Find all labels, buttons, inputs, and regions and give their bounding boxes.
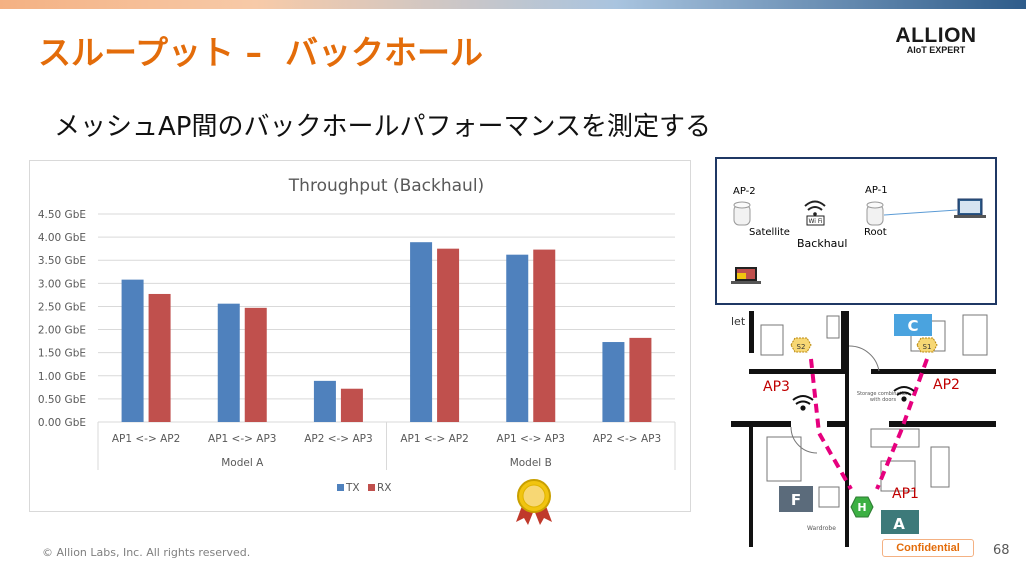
wifi-icon: Wi Fi [804, 200, 826, 226]
y-tick-label: 3.50 GbE [38, 255, 86, 267]
label-ap2: AP2 [933, 377, 960, 393]
y-tick-label: 0.00 GbE [38, 417, 86, 429]
x-tick-label: AP1 <-> AP3 [497, 433, 565, 445]
floor-plan: let C F A Storage combination with doors… [731, 311, 996, 547]
server-laptop-icon [954, 198, 986, 218]
satellite-label: Satellite [749, 227, 790, 238]
bar-tx [602, 342, 625, 422]
y-tick-label: 2.50 GbE [38, 301, 86, 313]
bar-rx [533, 249, 556, 422]
storage-note: Storage combination [857, 391, 909, 397]
svg-text:S2: S2 [797, 343, 806, 351]
root-router-icon [866, 201, 884, 226]
page-number: 68 [993, 543, 1010, 558]
bar-tx [410, 242, 433, 422]
y-tick-label: 4.50 GbE [38, 209, 86, 221]
bar-rx [437, 248, 460, 422]
label-ap3: AP3 [763, 379, 790, 395]
wifi-icon-right [893, 386, 915, 402]
y-tick-label: 4.00 GbE [38, 232, 86, 244]
satellite-router-icon [733, 201, 751, 226]
bar-rx [340, 388, 363, 422]
wifi-badge: Wi Fi [808, 218, 822, 225]
top-gradient-bar [0, 0, 1026, 9]
wifi-icon-left [792, 395, 814, 411]
y-tick-label: 1.50 GbE [38, 348, 86, 360]
ap1-label: AP-1 [865, 185, 888, 196]
y-tick-label: 2.00 GbE [38, 325, 86, 337]
svg-text:A: A [893, 515, 905, 533]
x-tick-label: AP2 <-> AP3 [593, 433, 661, 445]
bar-tx [217, 303, 240, 422]
client-laptop-icon [731, 267, 761, 284]
gold-medal-icon [516, 479, 552, 525]
allion-logo: ALLION AIoT EXPERT [886, 24, 986, 55]
node-s1: S1 [916, 337, 938, 353]
room-c-badge: C [894, 314, 932, 336]
bar-tx [313, 380, 336, 422]
path-ap2 [875, 358, 929, 490]
y-tick-label: 0.50 GbE [38, 394, 86, 406]
y-tick-label: 3.00 GbE [38, 278, 86, 290]
wardrobe-label: Wardrobe [807, 525, 836, 532]
floorplan-svg: let C F A Storage combination with doors… [731, 311, 996, 547]
node-h: H [850, 496, 874, 518]
legend-swatch-tx [337, 484, 344, 491]
logo-main-text: ALLION [895, 24, 977, 47]
svg-text:C: C [907, 317, 918, 335]
bar-tx [506, 254, 529, 422]
group-label: Model B [510, 457, 552, 469]
root-link-line [883, 209, 958, 216]
network-diagram: AP-2 Satellite Wi Fi Backhaul AP-1 Root [715, 157, 997, 305]
bar-rx [629, 337, 652, 422]
bar-tx [121, 279, 144, 422]
x-tick-label: AP1 <-> AP3 [208, 433, 276, 445]
root-label: Root [864, 227, 887, 238]
svg-text:H: H [857, 501, 866, 514]
logo-sub-text: AIoT EXPERT [906, 45, 966, 55]
legend-label-rx: RX [377, 482, 392, 494]
ap2-label: AP-2 [733, 186, 756, 197]
label-ap1: AP1 [892, 486, 919, 502]
throughput-chart: Throughput (Backhaul) 0.00 GbE 0.50 GbE 1.0… [29, 160, 691, 512]
chart-svg: Throughput (Backhaul) 0.00 GbE 0.50 GbE 1.0… [38, 176, 676, 494]
slide-subtitle: メッシュAP間のバックホールパフォーマンスを測定する [54, 112, 711, 142]
room-a-badge: A [881, 510, 919, 534]
bar-rx [244, 307, 267, 422]
bar-rx [148, 293, 171, 422]
storage-note-2: with doors [870, 397, 897, 403]
diagram-svg: AP-2 Satellite Wi Fi Backhaul AP-1 Root [731, 185, 986, 284]
legend-swatch-rx [368, 484, 375, 491]
group-label: Model A [221, 457, 264, 469]
x-tick-label: AP2 <-> AP3 [304, 433, 372, 445]
chart-title: Throughput (Backhaul) [288, 176, 484, 196]
partial-room-label: let [731, 315, 746, 328]
slide-title: スループット – バックホール [38, 33, 483, 72]
x-tick-label: AP1 <-> AP2 [400, 433, 468, 445]
room-f-badge: F [779, 486, 813, 512]
x-tick-label: AP1 <-> AP2 [112, 433, 180, 445]
legend-label-tx: TX [345, 482, 360, 494]
y-tick-label: 1.00 GbE [38, 371, 86, 383]
node-s2: S2 [790, 337, 812, 353]
copyright-footer: © Allion Labs, Inc. All rights reserved. [42, 546, 251, 559]
confidential-badge: Confidential [882, 539, 974, 557]
svg-text:S1: S1 [923, 343, 932, 351]
backhaul-label: Backhaul [797, 237, 847, 250]
svg-text:F: F [791, 491, 801, 509]
